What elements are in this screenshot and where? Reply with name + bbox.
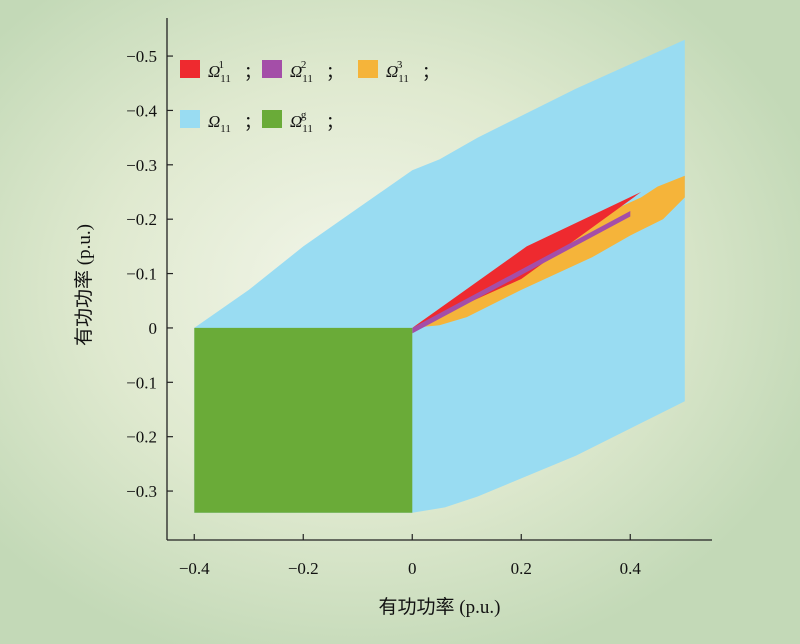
legend-separator: ；: [326, 113, 343, 132]
region-3: [412, 211, 631, 334]
legend-swatch: [358, 60, 378, 78]
x-tick-label: 0: [408, 559, 417, 578]
x-tick-label: 0.2: [511, 559, 532, 578]
y-tick-label: −0.4: [126, 101, 157, 120]
y-tick-label: −0.3: [126, 482, 157, 501]
legend-separator: ；: [244, 63, 261, 82]
legend-label: Ω113: [386, 59, 409, 85]
x-tick-label: −0.4: [179, 559, 210, 578]
y-axis-label: 有功功率 (p.u.): [73, 224, 95, 346]
region-2: [412, 192, 642, 328]
legend-label: Ω111: [208, 59, 230, 85]
x-axis-ticks: −0.4 −0.2 0 0.2 0.4: [179, 534, 642, 578]
legend-separator: ；: [422, 63, 439, 82]
legend: Ω111 ； Ω112 ； Ω113 ； Ω11 ； Ω11g ；: [180, 59, 439, 135]
y-tick-label: −0.1: [126, 373, 157, 392]
x-axis-label: 有功功率 (p.u.): [379, 596, 501, 618]
y-tick-label: −0.5: [126, 47, 157, 66]
y-tick-label: −0.2: [126, 210, 157, 229]
legend-label: Ω112: [290, 59, 313, 85]
legend-separator: ；: [244, 113, 261, 132]
legend-separator: ；: [326, 63, 343, 82]
y-axis-ticks: −0.5 −0.4 −0.3 −0.2 −0.1 0 −0.1 −0.2 −0.3: [126, 47, 173, 501]
x-tick-label: 0.4: [620, 559, 642, 578]
y-tick-label: −0.3: [126, 156, 157, 175]
legend-label: Ω11g: [290, 109, 313, 135]
axes: [166, 18, 712, 541]
region-4: [194, 327, 413, 513]
y-tick-label: −0.2: [126, 428, 157, 447]
legend-swatch: [180, 60, 200, 78]
x-tick-label: −0.2: [288, 559, 319, 578]
legend-swatch: [180, 110, 200, 128]
legend-swatch: [262, 110, 282, 128]
y-tick-label: 0: [149, 319, 158, 338]
legend-label: Ω11: [208, 112, 231, 135]
plot-area: [194, 39, 685, 513]
legend-swatch: [262, 60, 282, 78]
y-tick-label: −0.1: [126, 265, 157, 284]
